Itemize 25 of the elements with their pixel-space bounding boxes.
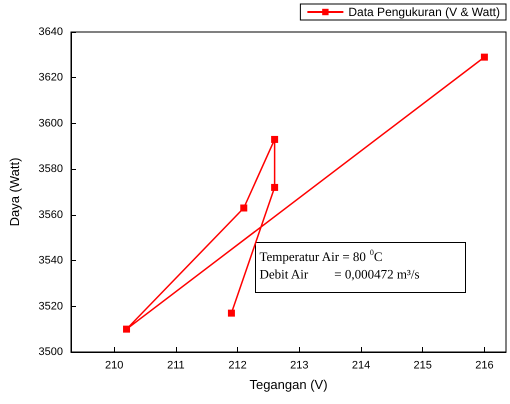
x-axis-title: Tegangan (V) — [249, 377, 328, 392]
point — [271, 184, 278, 191]
y-tick-label: 3640 — [38, 26, 63, 38]
y-axis-title: Daya (Watt) — [7, 158, 22, 226]
y-tick-label: 3520 — [38, 300, 63, 312]
y-tick-label: 3560 — [38, 208, 63, 221]
point — [480, 54, 488, 61]
x-tick-label: 210 — [105, 360, 124, 372]
x-tick-label: 216 — [475, 360, 494, 372]
point — [271, 136, 278, 143]
point — [228, 310, 235, 317]
x-tick-label: 213 — [290, 360, 308, 372]
legend-label: Data Pengukuran (V & Watt) — [348, 5, 500, 19]
point — [123, 326, 130, 333]
y-tick-label: 3620 — [38, 72, 63, 84]
x-tick-label: 212 — [228, 360, 247, 372]
x-tick-label: 214 — [352, 360, 370, 372]
point — [240, 204, 248, 212]
y-tick-label: 3500 — [38, 346, 63, 358]
y-tick-label: 3540 — [38, 254, 63, 267]
x-tick-label: 211 — [167, 360, 185, 372]
annotation: Debit Air = 0,000472 m³/s — [260, 266, 420, 282]
y-tick-label: 3600 — [38, 117, 63, 130]
y-tick-label: 3580 — [38, 163, 63, 176]
x-tick-label: 215 — [414, 360, 432, 372]
